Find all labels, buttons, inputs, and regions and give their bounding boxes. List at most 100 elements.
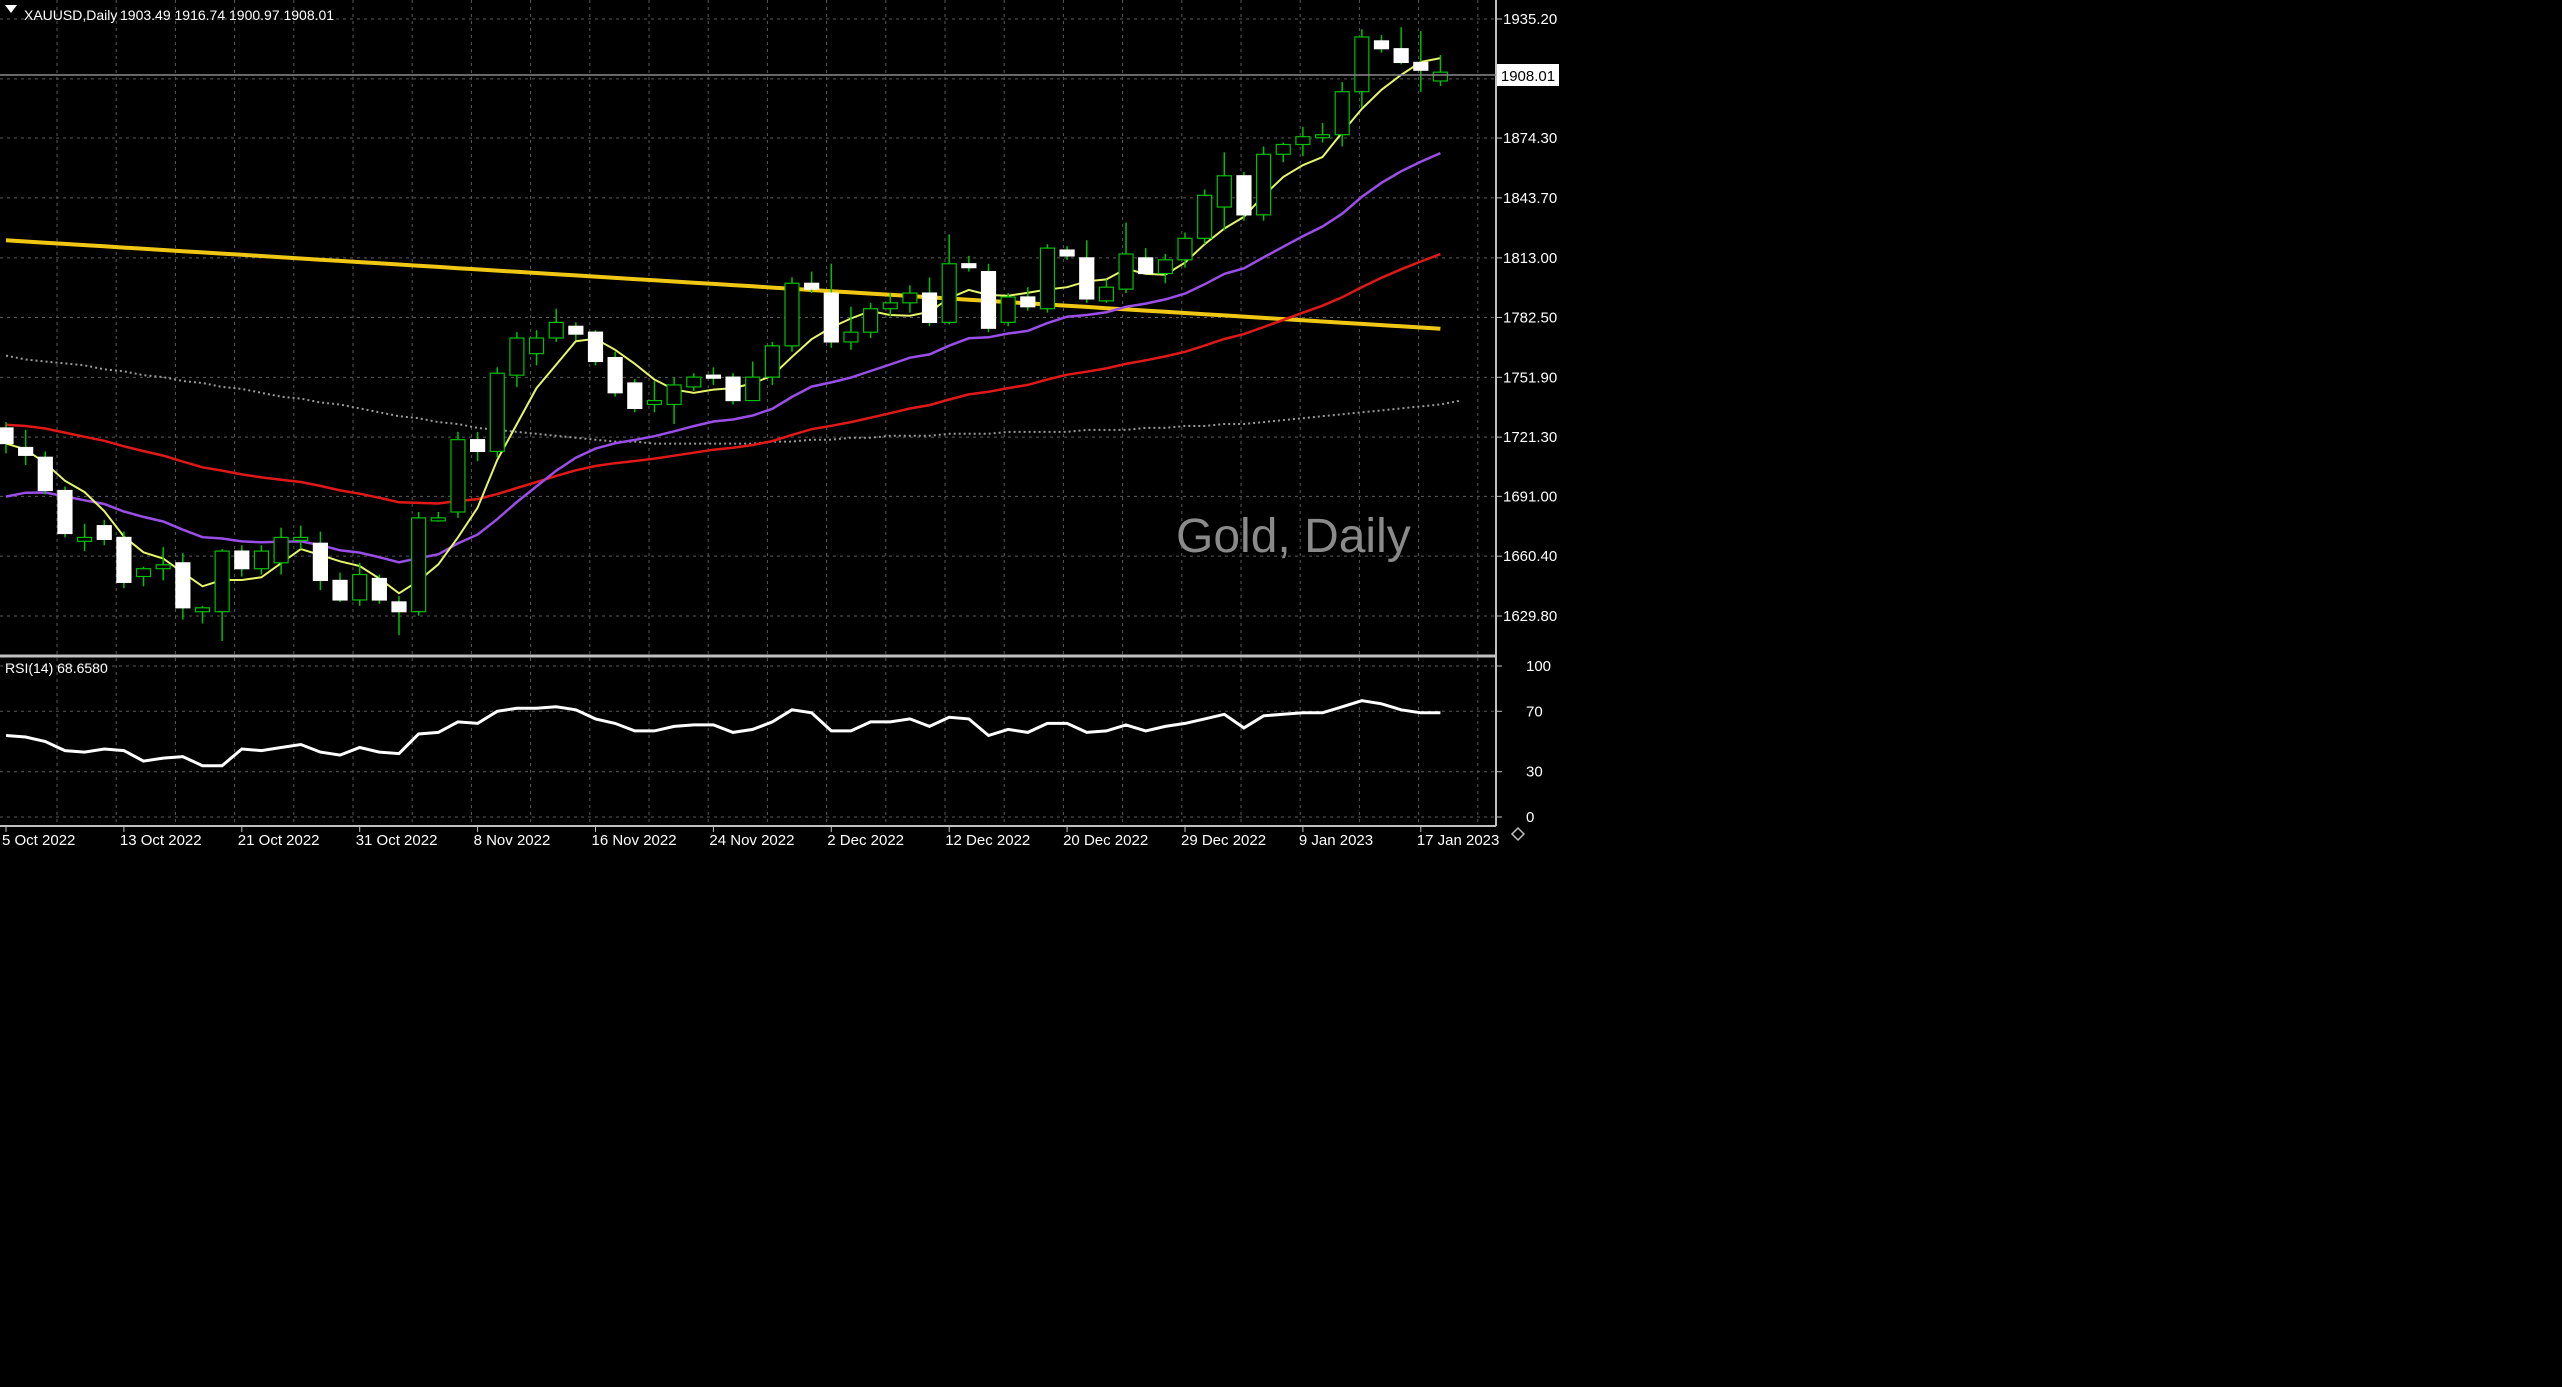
candle-body xyxy=(705,374,722,379)
candle-body xyxy=(96,525,112,540)
candle-body xyxy=(1059,249,1075,257)
candle-body xyxy=(175,562,191,609)
candle-body xyxy=(234,550,250,570)
logo-icon xyxy=(1510,826,1526,842)
ohlc-label: 1903.49 1916.74 1900.97 1908.01 xyxy=(120,7,334,23)
candle-body xyxy=(214,550,230,613)
candle-body xyxy=(135,568,152,578)
candle-body xyxy=(1413,61,1429,71)
candle-body xyxy=(961,263,977,269)
candle-body xyxy=(332,579,348,601)
candle-body xyxy=(194,607,211,613)
candle-body xyxy=(843,331,859,343)
ma-slow-line xyxy=(5,252,1441,505)
date-tick-label: 12 Dec 2022 xyxy=(945,832,1030,849)
candle-body xyxy=(1039,247,1056,310)
date-tick-label: 13 Oct 2022 xyxy=(120,832,202,849)
candle-body xyxy=(1197,194,1213,239)
candles xyxy=(0,27,1449,642)
rsi-tick-label: 70 xyxy=(1526,703,1543,720)
candle-body xyxy=(293,536,309,542)
candle-body xyxy=(587,331,604,363)
symbol-label: XAUUSD,Daily xyxy=(24,7,117,23)
candle-body xyxy=(941,263,957,323)
price-tick-label: 1813.00 xyxy=(1503,250,1557,267)
candle-body xyxy=(725,376,741,402)
price-tick-label: 1691.00 xyxy=(1503,488,1557,505)
candle-body xyxy=(1236,175,1252,216)
candle-body xyxy=(823,292,839,343)
candle-body xyxy=(548,321,564,339)
candle-body xyxy=(921,292,938,323)
candle-body xyxy=(1275,143,1291,155)
date-tick-label: 20 Dec 2022 xyxy=(1063,832,1148,849)
candle-body xyxy=(607,356,623,394)
date-tick-label: 24 Nov 2022 xyxy=(709,832,794,849)
candle-body xyxy=(1020,296,1036,308)
candle-body xyxy=(391,601,407,613)
candle-body xyxy=(116,536,132,583)
candle-body xyxy=(882,302,898,310)
grid xyxy=(0,0,1496,826)
candle-body xyxy=(352,573,368,601)
candle-body xyxy=(1354,36,1370,93)
rsi-axis: 100 70 30 0 xyxy=(1496,658,1551,826)
candle-body xyxy=(980,270,997,329)
date-tick-label: 16 Nov 2022 xyxy=(592,832,677,849)
candle-body xyxy=(1157,259,1173,275)
candle-body xyxy=(155,564,171,570)
price-tick-label: 1782.50 xyxy=(1503,310,1557,327)
candle-body xyxy=(470,439,486,453)
date-axis: 5 Oct 2022 13 Oct 2022 21 Oct 2022 31 Oct 2… xyxy=(2,826,1499,849)
candle-body xyxy=(568,325,584,335)
candle-body xyxy=(1138,257,1154,275)
date-tick-label: 31 Oct 2022 xyxy=(356,832,438,849)
candle-body xyxy=(450,439,466,513)
candle-body xyxy=(430,517,446,522)
candle-body xyxy=(627,382,643,409)
candle-body xyxy=(862,308,879,333)
candle-body xyxy=(1373,40,1390,50)
candle-body xyxy=(686,376,702,388)
candle-body xyxy=(1432,71,1449,82)
candle-body xyxy=(57,489,73,535)
candle-body xyxy=(1295,136,1311,146)
price-tick-label: 1629.80 xyxy=(1503,608,1557,625)
price-tick-label: 1660.40 xyxy=(1503,548,1557,565)
candle-body xyxy=(902,292,918,304)
rsi-label: RSI(14) 68.6580 xyxy=(5,660,108,676)
date-tick-label: 5 Oct 2022 xyxy=(2,832,75,849)
moving-average-lines xyxy=(5,57,1461,595)
candle-body xyxy=(764,345,780,378)
candle-body xyxy=(1079,257,1095,300)
candle-body xyxy=(1216,175,1232,208)
ma-mid-line xyxy=(5,151,1441,564)
candle-body xyxy=(666,384,682,406)
rsi-tick-label: 100 xyxy=(1526,658,1551,675)
date-tick-label: 17 Jan 2023 xyxy=(1417,832,1500,849)
candle-body xyxy=(1118,253,1134,290)
ma-dotted-line xyxy=(5,354,1461,445)
candle-body xyxy=(509,337,525,376)
ma-long-line xyxy=(5,238,1441,331)
candle-body xyxy=(1393,48,1409,63)
collapse-triangle-icon[interactable] xyxy=(5,5,17,13)
candle-body xyxy=(253,550,270,570)
candle-body xyxy=(745,376,761,402)
rsi-tick-label: 30 xyxy=(1526,764,1543,781)
price-tick-label: 1935.20 xyxy=(1503,11,1557,28)
candle-body xyxy=(646,399,663,406)
date-tick-label: 9 Jan 2023 xyxy=(1299,832,1373,849)
ma-fast-line xyxy=(5,57,1441,595)
price-tick-label: 1874.30 xyxy=(1503,130,1557,147)
candle-body xyxy=(411,517,427,613)
price-tick-label: 1751.90 xyxy=(1503,369,1557,386)
candle-body xyxy=(1000,296,1016,323)
candle-body xyxy=(312,542,328,582)
candle-body xyxy=(1334,91,1350,136)
candle-body xyxy=(0,427,14,445)
candle-body xyxy=(371,577,387,601)
candle-body xyxy=(804,282,820,290)
